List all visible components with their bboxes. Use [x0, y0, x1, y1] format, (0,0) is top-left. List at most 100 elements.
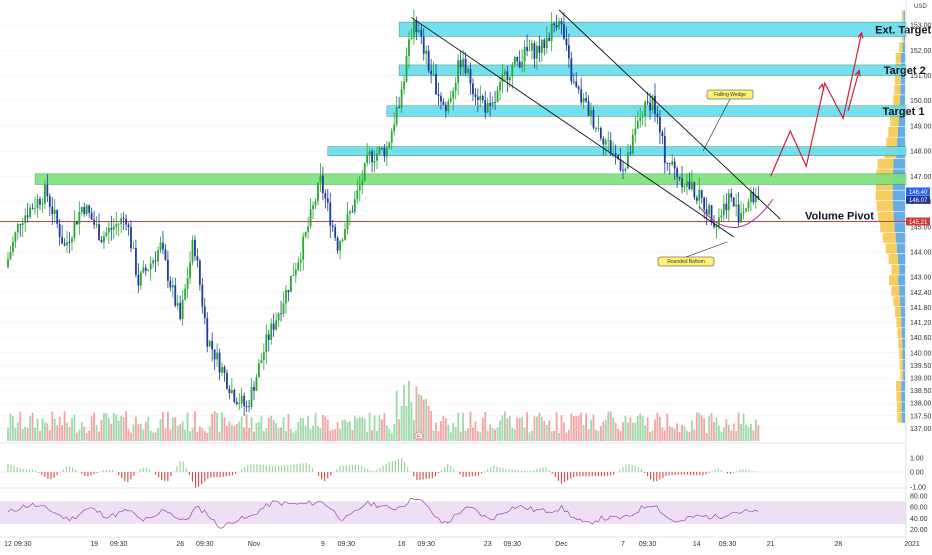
macd-bar-240 [745, 470, 746, 472]
macd-bar-72 [229, 472, 230, 476]
candle-body-46 [120, 218, 122, 224]
volume-bar-143 [359, 417, 361, 441]
macd-tick-1: 0.00 [910, 470, 924, 477]
rsi-band [0, 502, 906, 524]
volume-bar-99 [251, 417, 253, 441]
time-tick-3: 09:30 [110, 541, 128, 548]
rsi-tick-3: 20.00 [910, 527, 928, 534]
candle-body-242 [602, 139, 604, 145]
volume-bar-86 [219, 432, 221, 441]
macd-bar-181 [564, 472, 565, 482]
macd-bar-83 [263, 465, 264, 472]
macd-bar-163 [509, 469, 510, 472]
volume-bar-206 [514, 430, 516, 441]
macd-bar-69 [220, 472, 221, 477]
volume-bar-66 [169, 429, 171, 441]
candle-body-27 [74, 221, 76, 238]
candle-body-107 [270, 324, 272, 340]
volume-bar-178 [445, 418, 447, 441]
candle-body-250 [622, 170, 624, 171]
volume-bar-108 [273, 420, 275, 441]
macd-bar-91 [287, 465, 288, 472]
candle-body-97 [246, 406, 248, 407]
candle-body-166 [415, 20, 417, 32]
volume-bar-115 [290, 429, 292, 441]
time-tick-2: 19 [90, 541, 98, 548]
macd-bar-86 [272, 466, 273, 472]
candle-body-272 [676, 168, 678, 177]
volume-bar-116 [292, 432, 294, 441]
volume-bar-5 [19, 412, 21, 441]
candle-body-207 [516, 57, 518, 62]
volume-bar-235 [585, 413, 587, 441]
candle-body-170 [425, 51, 427, 54]
volume-bar-20 [56, 425, 58, 441]
candle-body-91 [231, 390, 233, 393]
candle-body-240 [598, 128, 600, 129]
macd-bar-7 [29, 469, 30, 472]
candle-body-208 [519, 61, 521, 67]
volume-bar-214 [534, 416, 536, 441]
macd-bar-140 [438, 472, 439, 473]
candle-body-148 [371, 151, 373, 162]
volume-bar-19 [54, 419, 56, 441]
volume-bar-44 [115, 415, 117, 441]
candle-body-221 [551, 24, 553, 42]
macd-bar-40 [130, 472, 131, 479]
macd-bar-235 [730, 472, 731, 474]
volume-bar-146 [366, 432, 368, 441]
macd-bar-216 [672, 472, 673, 475]
macd-bar-197 [613, 472, 614, 475]
candle-body-67 [172, 285, 174, 287]
candle-body-37 [98, 224, 100, 240]
candle-body-267 [664, 136, 666, 163]
candle-body-225 [561, 21, 563, 24]
volume-bar-191 [477, 431, 479, 441]
macd-bar-175 [546, 467, 547, 472]
candle-body-195 [487, 103, 489, 113]
volume-bar-55 [142, 429, 144, 441]
candle-body-104 [263, 352, 265, 360]
candle-body-143 [359, 185, 361, 190]
volume-bar-175 [438, 431, 440, 441]
volume-bar-43 [113, 413, 115, 441]
macd-bar-169 [527, 471, 528, 472]
volume-bar-1 [10, 414, 12, 441]
candle-body-199 [497, 90, 499, 102]
volume-bar-80 [204, 431, 206, 441]
candle-body-274 [681, 178, 683, 187]
volume-bar-233 [580, 412, 582, 441]
candle-body-40 [106, 232, 108, 236]
candle-body-247 [615, 153, 617, 155]
candle-body-30 [81, 207, 83, 212]
macd-bar-113 [355, 465, 356, 472]
volume-bar-45 [118, 421, 120, 441]
macd-tick-0: 1.00 [910, 456, 924, 463]
volume-bar-247 [615, 423, 617, 441]
volume-bar-52 [135, 417, 137, 441]
candle-body-94 [238, 403, 240, 404]
volume-bar-81 [206, 433, 208, 441]
candle-body-135 [339, 241, 341, 251]
candle-body-122 [307, 226, 309, 231]
price-axis[interactable]: 153.00152.00151.00150.00149.00148.00147.… [906, 23, 932, 433]
volume-bar-136 [342, 420, 344, 441]
volume-bar-213 [531, 431, 533, 441]
candle-body-237 [590, 110, 592, 116]
volume-bar-147 [369, 413, 371, 441]
candle-body-276 [686, 181, 688, 186]
volume-bar-159 [398, 419, 400, 441]
candle-body-68 [174, 285, 176, 305]
volume-bar-111 [280, 428, 282, 441]
candle-body-238 [593, 110, 595, 128]
macd-bar-107 [336, 469, 337, 472]
volume-bar-6 [22, 429, 24, 441]
macd-bar-242 [752, 471, 753, 472]
candle-body-184 [460, 60, 462, 67]
volume-bar-226 [563, 422, 565, 441]
zone-0 [399, 22, 906, 36]
macd-bar-104 [327, 472, 328, 478]
time-tick-4: 26 [176, 541, 184, 548]
